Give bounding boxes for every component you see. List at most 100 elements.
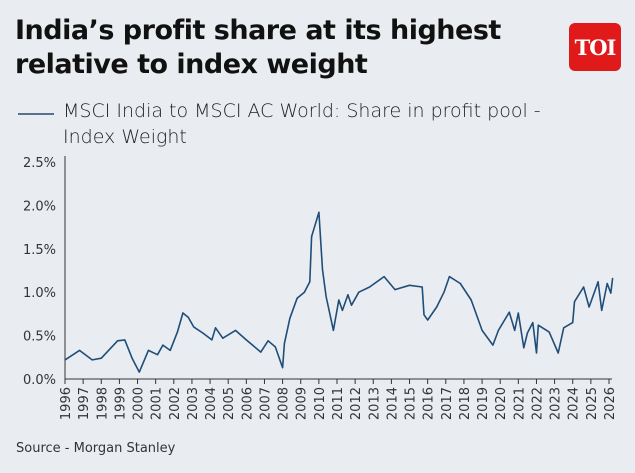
data-point <box>296 297 298 299</box>
data-point <box>369 286 371 288</box>
data-point <box>303 291 305 293</box>
legend-line-swatch <box>18 113 54 115</box>
x-tick-label: 1998 <box>95 387 110 420</box>
data-point <box>557 352 559 354</box>
x-tick-label: 2009 <box>295 387 310 420</box>
data-point <box>358 291 360 293</box>
y-tick-label: 2.5% <box>23 156 56 171</box>
data-point <box>211 339 213 341</box>
x-tick-label: 2007 <box>258 387 273 420</box>
data-point <box>350 304 353 306</box>
series-line <box>64 211 614 373</box>
data-point <box>523 347 525 349</box>
data-point <box>169 349 171 351</box>
data-point <box>601 309 603 312</box>
x-tick-label: 2008 <box>277 387 292 420</box>
x-tick-label: 2003 <box>186 387 201 420</box>
data-point <box>341 309 344 312</box>
data-point <box>162 344 164 346</box>
data-point <box>443 291 445 293</box>
x-tick-label: 2012 <box>349 387 364 420</box>
data-point <box>526 332 529 334</box>
y-tick-label: 2.0% <box>23 199 56 214</box>
data-point <box>427 319 429 321</box>
x-tick-label: 2014 <box>385 387 400 420</box>
y-tick-label: 1.0% <box>23 286 56 301</box>
data-point <box>514 329 516 331</box>
data-point <box>283 342 286 345</box>
toi-logo: TOI <box>569 23 621 71</box>
data-point <box>423 314 425 316</box>
x-tick-label: 2023 <box>549 387 564 420</box>
x-tick-label: 2000 <box>132 387 147 420</box>
data-point <box>64 359 66 361</box>
data-point <box>325 295 327 298</box>
x-tick-label: 1996 <box>59 387 74 420</box>
data-point <box>289 317 291 319</box>
data-point <box>606 282 608 285</box>
data-point <box>187 316 189 318</box>
data-point <box>459 282 461 285</box>
y-tick-label: 0.5% <box>23 330 56 345</box>
data-point <box>548 331 550 333</box>
x-tick-label: 2020 <box>494 387 509 420</box>
x-tick-label: 2011 <box>331 387 346 420</box>
data-point <box>131 357 133 359</box>
x-tick-label: 2006 <box>240 387 255 420</box>
data-point <box>332 329 334 331</box>
data-point <box>532 321 534 324</box>
data-point <box>156 354 159 356</box>
data-point <box>481 329 483 331</box>
x-tick-label: 2019 <box>476 387 491 420</box>
data-point <box>182 312 184 314</box>
data-point <box>245 339 247 341</box>
x-tick-label: 2005 <box>222 387 237 420</box>
data-point <box>338 299 340 301</box>
data-point <box>274 346 276 348</box>
x-tick-label: 2022 <box>530 387 545 420</box>
data-point <box>234 329 237 331</box>
data-point <box>563 327 565 329</box>
legend-label: MSCI India to MSCI AC World: Share in pr… <box>63 100 541 148</box>
data-point <box>124 339 126 341</box>
data-point <box>138 371 140 373</box>
data-point <box>470 299 472 301</box>
data-point <box>282 367 284 369</box>
data-point <box>436 306 438 308</box>
data-point <box>214 327 217 329</box>
data-point <box>448 275 451 278</box>
x-tick-label: 2013 <box>367 387 382 420</box>
data-point <box>588 306 590 308</box>
data-point <box>311 236 313 238</box>
data-point <box>147 349 150 351</box>
data-point <box>497 329 499 331</box>
data-point <box>610 292 612 294</box>
x-tick-label: 2001 <box>150 387 165 420</box>
y-tick-label: 1.5% <box>23 243 56 258</box>
data-point <box>78 349 81 351</box>
data-point <box>597 281 599 283</box>
data-point <box>383 275 385 278</box>
x-tick-label: 2021 <box>512 387 527 420</box>
data-point <box>176 331 179 333</box>
x-tick-label: 2016 <box>422 387 437 420</box>
data-point <box>421 286 423 288</box>
data-point <box>116 340 119 342</box>
data-point <box>193 326 195 328</box>
data-point <box>318 211 320 213</box>
x-tick-label: 2010 <box>313 387 328 420</box>
data-point <box>394 288 396 291</box>
data-point <box>408 284 411 286</box>
data-point <box>492 344 494 346</box>
data-point <box>535 352 538 354</box>
data-point <box>573 301 576 303</box>
data-point <box>222 337 224 339</box>
x-tick-label: 2015 <box>404 387 419 420</box>
data-point <box>537 324 539 326</box>
data-point <box>583 286 585 288</box>
data-point <box>309 281 311 283</box>
data-point <box>517 312 519 314</box>
x-tick-label: 2002 <box>168 387 183 420</box>
chart-title: India’s profit share at its highest rela… <box>15 15 501 80</box>
